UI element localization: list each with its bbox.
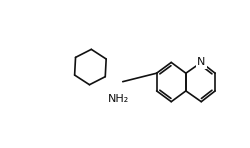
Text: N: N (197, 57, 205, 67)
Text: NH₂: NH₂ (108, 94, 130, 104)
